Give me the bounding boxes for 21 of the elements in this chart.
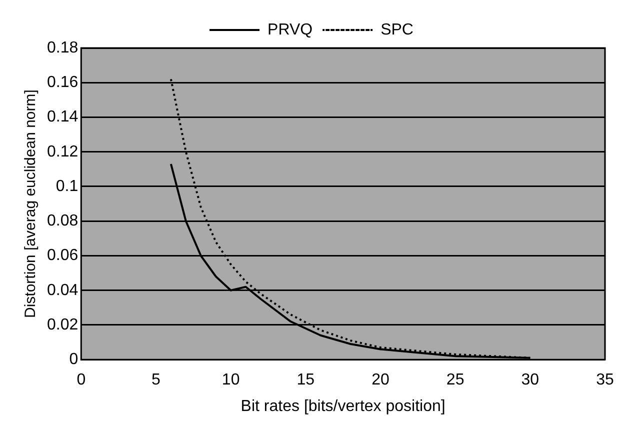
y-axis-title: Distortion [averag euclidean norm] [22,90,40,318]
y-tick-label: 0.06 [47,247,78,264]
legend-label: PRVQ [268,21,313,38]
legend-label: SPC [380,21,414,38]
y-tick-label: 0.14 [47,108,78,126]
x-tick-label: 15 [296,372,315,389]
y-tick-label: 0.04 [47,282,78,299]
x-tick-label: 35 [596,372,614,389]
y-tick-label: 0 [69,351,78,368]
y-tick-label: 0.18 [47,39,78,56]
x-tick-label: 5 [152,372,161,389]
y-tick-label: 0.08 [47,212,78,230]
x-tick-label: 20 [372,372,390,389]
x-tick-label: 30 [521,372,540,389]
y-tick-label: 0.16 [47,74,78,92]
y-tick-label: 0.12 [47,143,78,160]
y-tick-label: 0.02 [47,316,78,334]
x-axis-title: Bit rates [bits/vertex position] [240,398,446,415]
x-tick-label: 25 [446,372,464,389]
x-tick-label: 10 [222,372,240,389]
y-tick-label: 0.1 [56,178,78,195]
